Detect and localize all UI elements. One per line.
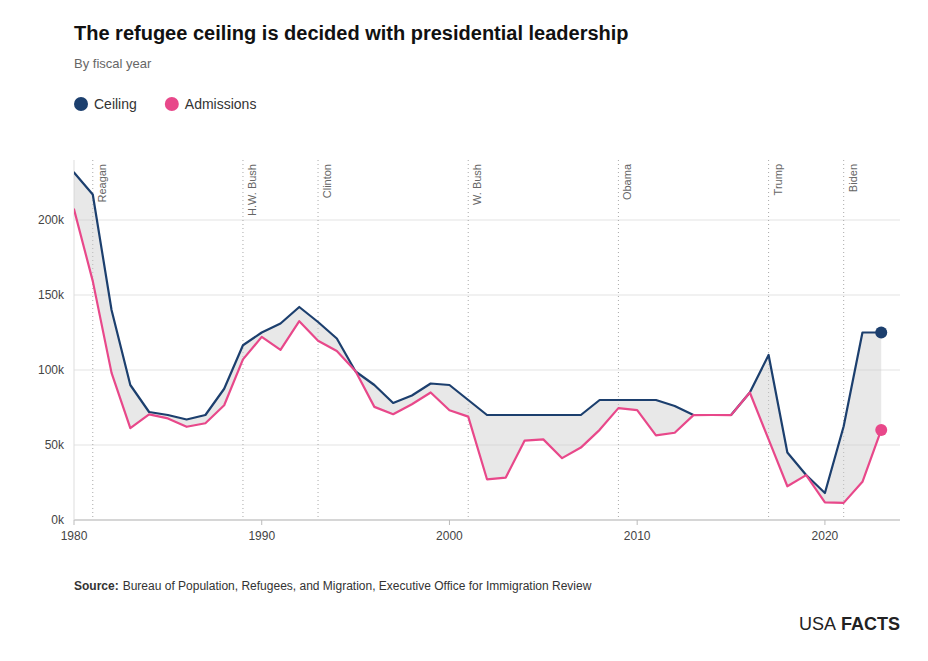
- x-tick-label: 2000: [436, 529, 463, 543]
- president-label: W. Bush: [471, 164, 483, 205]
- source-text: Bureau of Population, Refugees, and Migr…: [123, 579, 592, 593]
- president-label: Biden: [847, 164, 859, 192]
- chart: The refugee ceiling is decided with pres…: [0, 0, 928, 661]
- grid-line: [74, 220, 900, 221]
- x-tick: [824, 520, 825, 525]
- legend-label: Admissions: [185, 96, 257, 112]
- y-tick-label: 150k: [38, 288, 65, 302]
- x-tick: [74, 520, 75, 525]
- legend-swatch: [165, 97, 179, 111]
- branding: USAFACTS: [799, 614, 900, 634]
- x-tick-label: 2020: [812, 529, 839, 543]
- x-tick: [637, 520, 638, 525]
- plot-area: [74, 160, 887, 520]
- president-label: Obama: [621, 163, 633, 200]
- president-line: [768, 160, 769, 520]
- branding-part: USA: [799, 614, 836, 634]
- legend-swatch: [74, 97, 88, 111]
- end-point: [875, 327, 887, 339]
- president-line: [618, 160, 619, 520]
- title: The refugee ceiling is decided with pres…: [74, 22, 629, 44]
- president-line: [242, 160, 243, 520]
- y-tick-label: 100k: [38, 363, 65, 377]
- y-tick-label: 200k: [38, 213, 65, 227]
- x-tick: [449, 520, 450, 525]
- subtitle: By fiscal year: [74, 56, 152, 71]
- president-label: Trump: [772, 164, 784, 195]
- x-tick-label: 1990: [248, 529, 275, 543]
- president-line: [468, 160, 469, 520]
- x-tick-label: 2010: [624, 529, 651, 543]
- x-tick-label: 1980: [61, 529, 88, 543]
- x-axis-line: [74, 520, 900, 521]
- legend-label: Ceiling: [94, 96, 137, 112]
- grid-line: [74, 295, 900, 296]
- grid-line: [74, 520, 900, 521]
- x-tick: [261, 520, 262, 525]
- gap-area: [74, 172, 881, 502]
- source: Source: Bureau of Population, Refugees, a…: [74, 579, 592, 593]
- branding-part: FACTS: [841, 614, 900, 634]
- president-label: Clinton: [321, 164, 333, 198]
- y-tick-label: 0k: [51, 513, 65, 527]
- y-tick-label: 50k: [45, 438, 65, 452]
- president-label: H.W. Bush: [246, 164, 258, 216]
- president-label: Reagan: [96, 164, 108, 203]
- grid-line: [74, 370, 900, 371]
- end-point: [875, 424, 887, 436]
- series-line: [74, 209, 881, 503]
- source-label: Source:: [74, 579, 119, 593]
